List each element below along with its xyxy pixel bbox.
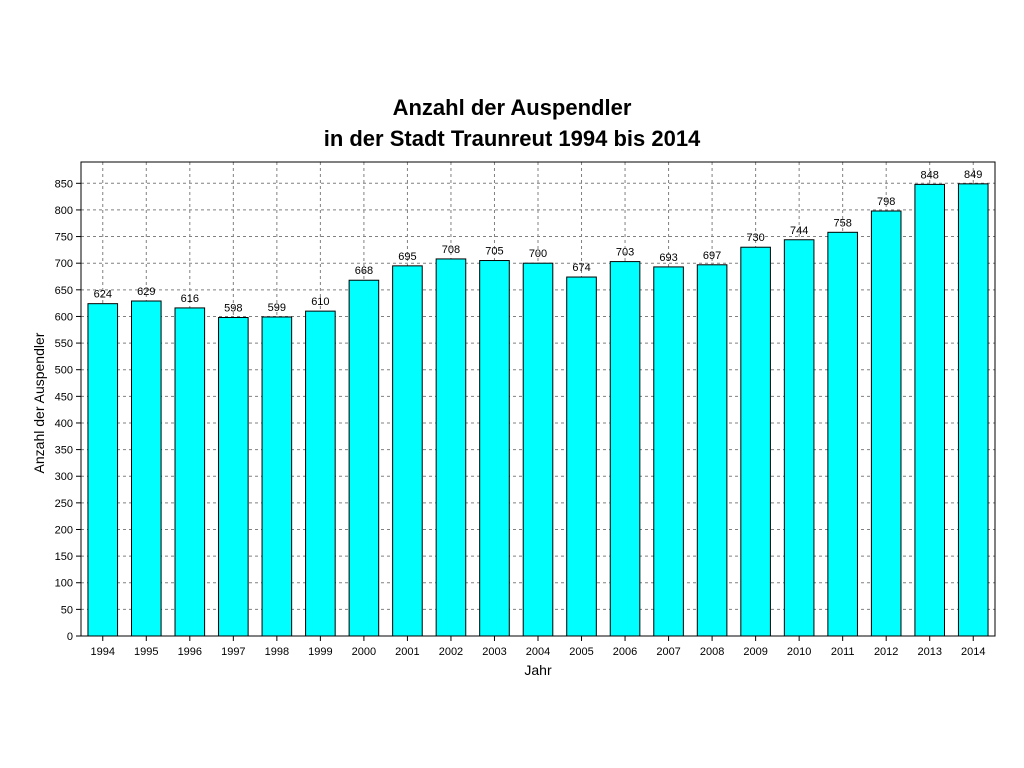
y-tick-label: 550 xyxy=(55,338,73,350)
x-tick-label-1994: 1994 xyxy=(91,646,115,658)
x-tick-label-2001: 2001 xyxy=(395,646,419,658)
y-tick-label: 350 xyxy=(55,445,73,457)
x-tick-label-2012: 2012 xyxy=(874,646,898,658)
data-labels: 624 629 616 598 599 610 668 695 708 705 700 674 703 6… xyxy=(94,169,983,315)
bar-2008 xyxy=(696,264,728,637)
bar-2001 xyxy=(392,265,423,637)
y-tick-label: 200 xyxy=(55,524,73,536)
bar-2003 xyxy=(479,260,510,637)
x-tick-label-2005: 2005 xyxy=(569,646,593,658)
y-tick-label: 800 xyxy=(55,205,73,217)
y-tick-label: 500 xyxy=(55,365,73,377)
bar-2012 xyxy=(870,210,902,637)
bar-2002 xyxy=(435,258,467,637)
bar-1996 xyxy=(174,307,206,637)
data-label-2012: 798 xyxy=(877,196,895,208)
x-tick-label-2000: 2000 xyxy=(352,646,376,658)
bar-2010 xyxy=(783,239,815,637)
x-tick-label-2007: 2007 xyxy=(656,646,680,658)
bar-2006 xyxy=(609,261,641,637)
y-tick-label: 650 xyxy=(55,285,73,297)
data-label-2000: 668 xyxy=(355,265,373,277)
y-tick-label: 50 xyxy=(61,604,73,616)
chart-title-line1: Anzahl der Auspendler xyxy=(392,95,632,120)
data-label-2004: 700 xyxy=(529,248,547,260)
y-tick-label: 750 xyxy=(55,232,73,244)
data-label-1999: 610 xyxy=(311,296,329,308)
y-tick-label: 600 xyxy=(55,311,73,323)
bar-2013 xyxy=(914,183,946,637)
bar-2011 xyxy=(827,231,858,637)
data-label-2013: 848 xyxy=(921,169,939,181)
x-tick-label-2010: 2010 xyxy=(787,646,811,658)
x-tick-label-1995: 1995 xyxy=(134,646,158,658)
data-label-2005: 674 xyxy=(572,262,590,274)
x-tick-label-2011: 2011 xyxy=(831,646,855,658)
bar-2004 xyxy=(522,262,554,637)
x-tick-label-2014: 2014 xyxy=(961,646,985,658)
data-label-2003: 705 xyxy=(485,246,503,258)
data-label-2001: 695 xyxy=(398,251,416,263)
x-tick-label-2013: 2013 xyxy=(917,646,941,658)
bars xyxy=(87,183,989,637)
x-tick-label-2002: 2002 xyxy=(439,646,463,658)
y-tick-label: 450 xyxy=(55,391,73,403)
bar-1998 xyxy=(261,316,293,637)
chart-title-line2: in der Stadt Traunreut 1994 bis 2014 xyxy=(323,126,701,151)
x-tick-label-1998: 1998 xyxy=(265,646,289,658)
data-label-1996: 616 xyxy=(181,293,199,305)
x-tick-label-1996: 1996 xyxy=(178,646,202,658)
y-tick-label: 300 xyxy=(55,471,73,483)
data-label-2008: 697 xyxy=(703,250,721,262)
x-axis-label: Jahr xyxy=(524,662,552,678)
y-axis-ticks: 0 50 100 150 200 250 300 350 400 450 500 550 600 650 7… xyxy=(55,178,81,643)
bar-2014 xyxy=(957,183,989,637)
x-tick-label-2009: 2009 xyxy=(743,646,767,658)
y-tick-label: 700 xyxy=(55,258,73,270)
y-tick-label: 250 xyxy=(55,498,73,510)
data-label-2006: 703 xyxy=(616,247,634,259)
data-label-2009: 730 xyxy=(746,232,764,244)
bar-1999 xyxy=(305,310,336,637)
y-axis-label: Anzahl der Auspendler xyxy=(31,332,47,473)
x-tick-label-1999: 1999 xyxy=(308,646,332,658)
x-tick-label-2008: 2008 xyxy=(700,646,724,658)
bar-1995 xyxy=(130,300,162,637)
data-label-1994: 624 xyxy=(94,289,112,301)
y-tick-label: 100 xyxy=(55,578,73,590)
bar-1994 xyxy=(87,303,119,637)
bar-1997 xyxy=(218,317,249,637)
data-label-2014: 849 xyxy=(964,169,982,181)
data-label-1995: 629 xyxy=(137,286,155,298)
data-label-2002: 708 xyxy=(442,244,460,256)
bar-2000 xyxy=(348,279,380,637)
x-tick-label-2004: 2004 xyxy=(526,646,550,658)
y-tick-label: 400 xyxy=(55,418,73,430)
bar-2009 xyxy=(740,246,771,637)
bar-2005 xyxy=(566,276,597,637)
y-tick-label: 150 xyxy=(55,551,73,563)
y-tick-label: 850 xyxy=(55,178,73,190)
data-label-1998: 599 xyxy=(268,302,286,314)
data-label-2010: 744 xyxy=(790,225,808,237)
bar-2007 xyxy=(653,266,684,637)
x-tick-label-1997: 1997 xyxy=(221,646,245,658)
x-tick-label-2006: 2006 xyxy=(613,646,637,658)
data-label-1997: 598 xyxy=(224,303,242,315)
y-tick-label: 0 xyxy=(67,631,73,643)
x-tick-label-2003: 2003 xyxy=(482,646,506,658)
data-label-2007: 693 xyxy=(659,252,677,264)
x-axis-ticks: 1994 1995 1996 1997 1998 1999 2000 2001 2002 2003… xyxy=(91,636,985,658)
data-label-2011: 758 xyxy=(833,217,851,229)
